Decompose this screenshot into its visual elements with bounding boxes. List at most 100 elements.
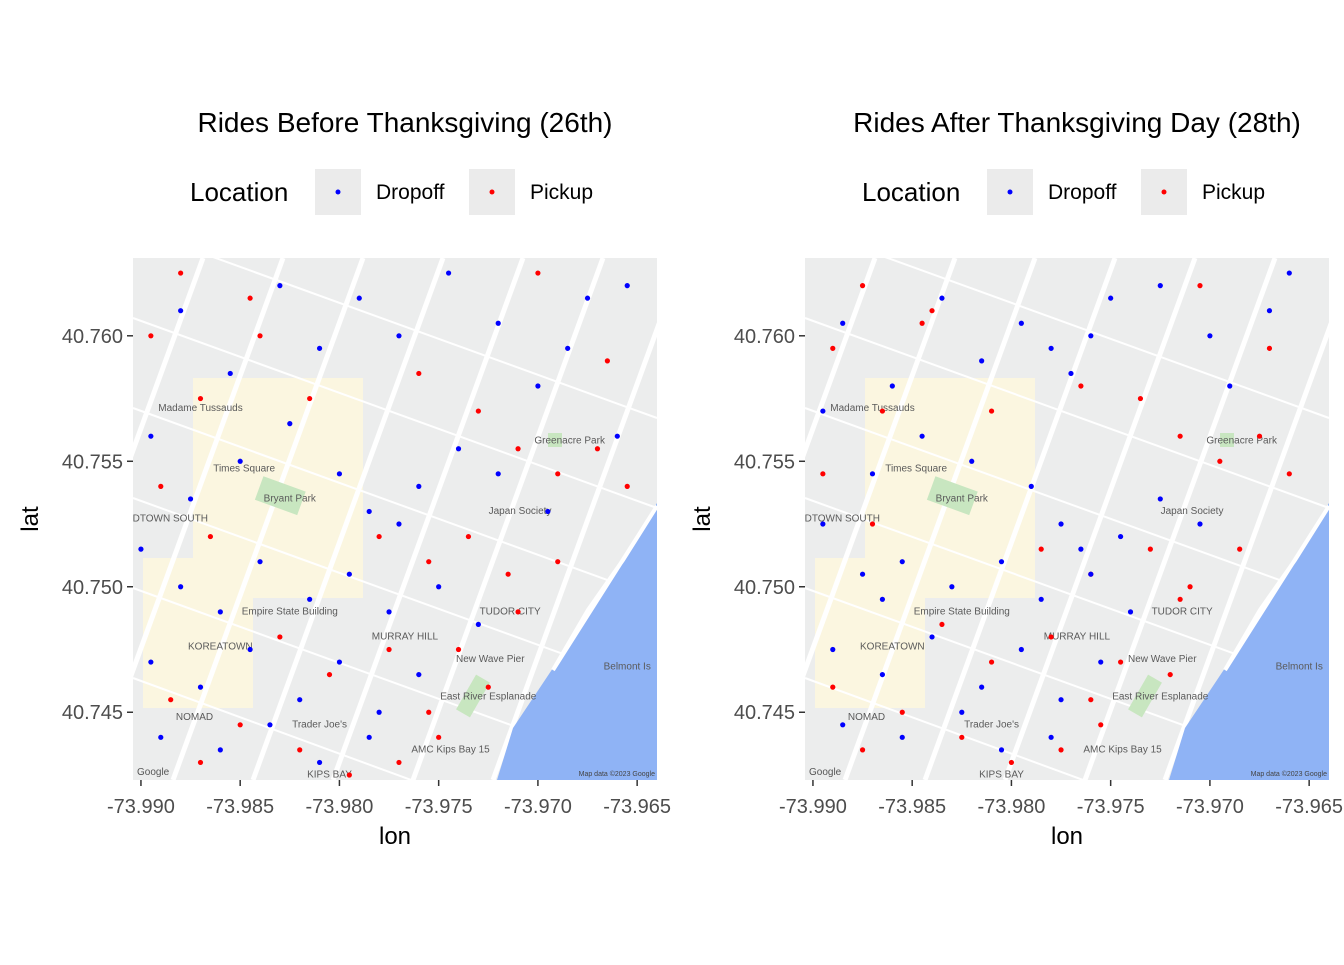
scatter-point [515, 446, 521, 452]
x-tick-label: -73.975 [405, 796, 473, 818]
scatter-point [1078, 546, 1084, 552]
map-label: AMC Kips Bay 15 [411, 744, 490, 755]
scatter-point [217, 609, 223, 615]
scatter-point [555, 471, 561, 477]
scatter-point [889, 383, 895, 389]
scatter-point [1197, 283, 1203, 289]
scatter-point [1088, 333, 1094, 339]
map-label: TUDOR CITY [1152, 606, 1213, 617]
scatter-point [859, 571, 866, 577]
scatter-point [187, 496, 194, 502]
scatter-point [197, 395, 204, 402]
scatter-point [614, 433, 620, 439]
scatter-point [979, 684, 985, 690]
scatter-point [1018, 646, 1024, 653]
scatter-point [1098, 722, 1104, 728]
scatter-point [899, 559, 905, 565]
scatter-point [475, 621, 481, 628]
scatter-point [624, 283, 630, 289]
map-label: Times Square [885, 463, 947, 474]
y-tick-label: 40.760 [734, 326, 795, 348]
scatter-point [1227, 383, 1233, 389]
scatter-point [1018, 320, 1024, 326]
scatter-point [535, 270, 541, 276]
scatter-point [1286, 270, 1292, 276]
scatter-point [1237, 546, 1243, 552]
scatter-point [386, 646, 392, 653]
scatter-point [426, 559, 432, 565]
scatter-point [307, 395, 313, 402]
map-label: Belmont Is [604, 662, 651, 673]
scatter-point [1147, 546, 1153, 552]
scatter-point [1217, 458, 1223, 464]
x-tick-label: -73.980 [306, 796, 374, 818]
scatter-point [820, 408, 826, 414]
scatter-point [416, 483, 422, 489]
scatter-point [919, 320, 925, 326]
scatter-point [495, 320, 501, 326]
legend-label: Dropoff [1048, 181, 1117, 204]
scatter-point [879, 596, 886, 602]
x-tick-label: -73.985 [878, 796, 946, 818]
scatter-point [277, 634, 283, 640]
scatter-point [1038, 546, 1044, 552]
x-tick-label: -73.980 [978, 796, 1046, 818]
x-axis-label: lon [1051, 823, 1083, 850]
scatter-point [475, 408, 481, 414]
scatter-point [1048, 634, 1054, 640]
scatter-point [366, 508, 372, 515]
scatter-point [1038, 596, 1044, 602]
scatter-point [1058, 747, 1064, 753]
map-label: Greenacre Park [534, 436, 606, 447]
scatter-point [830, 345, 836, 351]
scatter-point [485, 684, 491, 690]
scatter-point [545, 508, 551, 515]
y-axis-label: lat [689, 506, 716, 532]
map-label: NOMAD [848, 712, 885, 723]
scatter-point [396, 521, 402, 527]
scatter-point [307, 596, 313, 602]
scatter-point [247, 295, 253, 301]
map-label: KOREATOWN [188, 642, 253, 653]
scatter-point [939, 621, 945, 628]
scatter-point [326, 671, 333, 678]
map-label: Times Square [213, 463, 275, 474]
x-tick-label: -73.970 [504, 796, 572, 818]
scatter-point [879, 671, 886, 678]
x-axis-label: lon [379, 823, 411, 850]
scatter-point [820, 471, 826, 477]
scatter-point [455, 646, 462, 653]
scatter-point [455, 446, 462, 452]
scatter-point [217, 747, 223, 753]
legend-label: Pickup [1202, 181, 1265, 204]
scatter-point [830, 646, 836, 653]
scatter-point [879, 408, 886, 414]
scatter-point [178, 308, 184, 314]
scatter-point [1117, 659, 1124, 665]
scatter-point [148, 333, 154, 339]
scatter-point [840, 320, 846, 326]
map-label: Japan Society [1161, 506, 1224, 517]
scatter-point [939, 295, 945, 301]
scatter-point [959, 734, 965, 740]
map-label: AMC Kips Bay 15 [1083, 744, 1162, 755]
map-label: Greenacre Park [1206, 436, 1278, 447]
scatter-point [1028, 483, 1034, 489]
scatter-point [376, 709, 382, 715]
chart-title: Rides After Thanksgiving Day (28th) [853, 107, 1301, 138]
x-tick-label: -73.965 [1275, 796, 1343, 818]
scatter-point [316, 345, 323, 351]
scatter-point [535, 383, 541, 389]
scatter-point [869, 471, 876, 477]
panel: Rides Before Thanksgiving (26th) Location… [17, 107, 671, 850]
scatter-point [1088, 697, 1094, 703]
y-tick-label: 40.750 [62, 577, 123, 599]
scatter-point [929, 308, 935, 314]
scatter-point [138, 546, 144, 552]
y-tick-label: 40.750 [734, 577, 795, 599]
scatter-point [959, 709, 965, 715]
legend-marker [489, 189, 495, 195]
scatter-point [1068, 370, 1074, 377]
scatter-point [555, 559, 561, 565]
scatter-point [346, 772, 352, 778]
